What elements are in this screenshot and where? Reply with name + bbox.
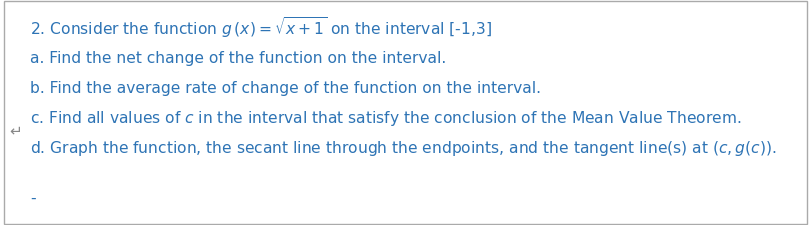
Text: d. Graph the function, the secant line through the endpoints, and the tangent li: d. Graph the function, the secant line t… bbox=[30, 139, 776, 158]
Text: -: - bbox=[30, 191, 36, 205]
Text: c. Find all values of $c$ in the interval that satisfy the conclusion of the Mea: c. Find all values of $c$ in the interva… bbox=[30, 108, 741, 128]
Text: 2. Consider the function $g\,(x) = \sqrt{x + 1}$ on the interval [-1,3]: 2. Consider the function $g\,(x) = \sqrt… bbox=[30, 16, 492, 40]
Text: a. Find the net change of the function on the interval.: a. Find the net change of the function o… bbox=[30, 50, 446, 65]
Text: b. Find the average rate of change of the function on the interval.: b. Find the average rate of change of th… bbox=[30, 81, 541, 95]
Text: ↵: ↵ bbox=[10, 123, 23, 138]
